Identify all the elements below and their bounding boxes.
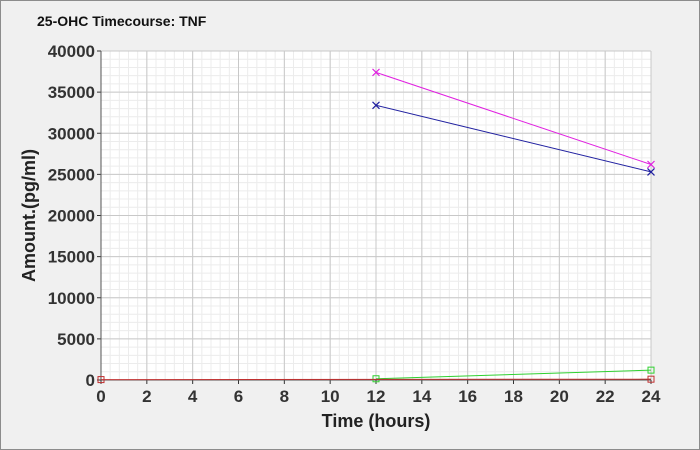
data-point-x-marker <box>372 101 380 110</box>
y-tick-label: 30000 <box>48 124 95 143</box>
x-tick-label: 2 <box>142 387 151 406</box>
series-1 <box>372 68 655 169</box>
x-tick-label: 18 <box>504 387 523 406</box>
series-line <box>375 71 652 165</box>
data-point-square-marker <box>97 376 105 384</box>
y-tick-label: 15000 <box>48 248 95 267</box>
x-tick-label: 8 <box>280 387 289 406</box>
x-tick-label: 24 <box>642 387 661 406</box>
series-line <box>375 369 652 380</box>
x-tick-label: 4 <box>188 387 198 406</box>
series-layer <box>97 68 655 384</box>
series-3 <box>372 366 655 383</box>
x-tick-label: 12 <box>367 387 386 406</box>
y-tick-label: 20000 <box>48 207 95 226</box>
x-axis-title: Time (hours) <box>322 411 431 431</box>
data-point-square-marker <box>647 366 655 374</box>
y-axis-title: Amount.(pg/ml) <box>19 149 39 282</box>
x-tick-label: 16 <box>458 387 477 406</box>
series-2 <box>372 101 655 176</box>
data-point-x-marker <box>647 160 655 169</box>
data-point-square-marker <box>372 375 380 383</box>
x-tick-label: 10 <box>321 387 340 406</box>
grid <box>100 50 652 381</box>
x-tick-label: 20 <box>550 387 569 406</box>
x-tick-label: 14 <box>412 387 431 406</box>
series-4 <box>97 375 655 384</box>
axes: 0 2 4 6 8 10 12 14 16 18 20 22 240500010000150002000… <box>48 42 661 406</box>
data-point-square-marker <box>647 375 655 383</box>
y-tick-label: 5000 <box>57 330 95 349</box>
chart-title: 25-OHC Timecourse: TNF <box>37 13 207 29</box>
y-tick-label: 25000 <box>48 165 95 184</box>
data-point-x-marker <box>647 167 655 176</box>
y-tick-label: 40000 <box>48 42 95 61</box>
y-tick-label: 0 <box>86 371 95 390</box>
y-tick-label: 10000 <box>48 289 95 308</box>
y-tick-label: 35000 <box>48 83 95 102</box>
x-tick-label: 0 <box>96 387 105 406</box>
x-tick-label: 22 <box>596 387 615 406</box>
series-line <box>375 104 652 173</box>
data-point-x-marker <box>372 68 380 77</box>
x-tick-label: 6 <box>234 387 243 406</box>
